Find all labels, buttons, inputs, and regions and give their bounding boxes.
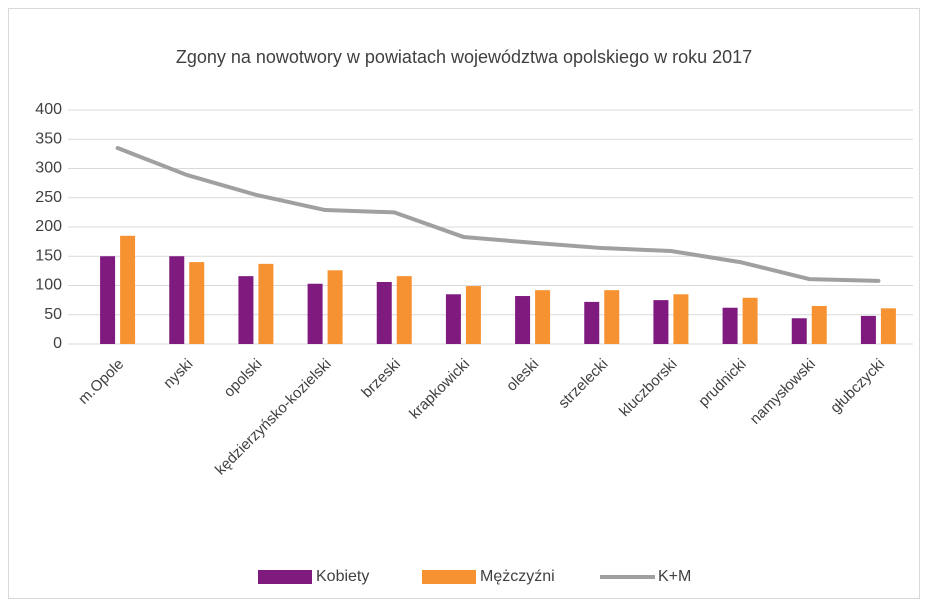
y-tick-label: 50 <box>44 306 62 323</box>
bar <box>653 300 669 344</box>
bar <box>860 315 876 344</box>
bar <box>515 296 531 344</box>
bar <box>258 263 274 344</box>
bar <box>465 286 481 344</box>
bar <box>396 276 412 344</box>
bar <box>189 262 205 344</box>
y-tick-label: 200 <box>35 218 62 235</box>
bar <box>722 307 738 344</box>
bar <box>376 281 392 344</box>
y-tick-label: 400 <box>35 101 62 118</box>
bar <box>445 294 461 344</box>
bar <box>791 318 807 344</box>
bar <box>327 270 343 344</box>
bar <box>584 301 600 344</box>
bar <box>100 256 116 344</box>
bar <box>673 294 689 344</box>
bar <box>811 305 827 344</box>
bar <box>238 276 254 344</box>
bar <box>169 256 185 344</box>
y-tick-label: 150 <box>35 247 62 264</box>
y-tick-label: 100 <box>35 277 62 294</box>
y-tick-label: 250 <box>35 189 62 206</box>
legend-swatch <box>422 570 476 584</box>
legend-label: Kobiety <box>316 568 369 585</box>
bar <box>120 235 136 344</box>
chart-title: Zgony na nowotwory w powiatach województ… <box>176 47 752 67</box>
legend-label: K+M <box>658 568 691 585</box>
legend-label: Mężczyźni <box>480 568 555 585</box>
bar <box>880 308 896 344</box>
line <box>115 146 881 283</box>
legend-swatch <box>258 570 312 584</box>
y-tick-label: 300 <box>35 160 62 177</box>
bar <box>742 297 758 344</box>
chart-frame <box>8 8 920 599</box>
bar <box>604 290 620 344</box>
y-tick-label: 0 <box>53 335 62 352</box>
bar <box>307 283 323 344</box>
bar <box>535 290 551 344</box>
y-tick-label: 350 <box>35 130 62 147</box>
